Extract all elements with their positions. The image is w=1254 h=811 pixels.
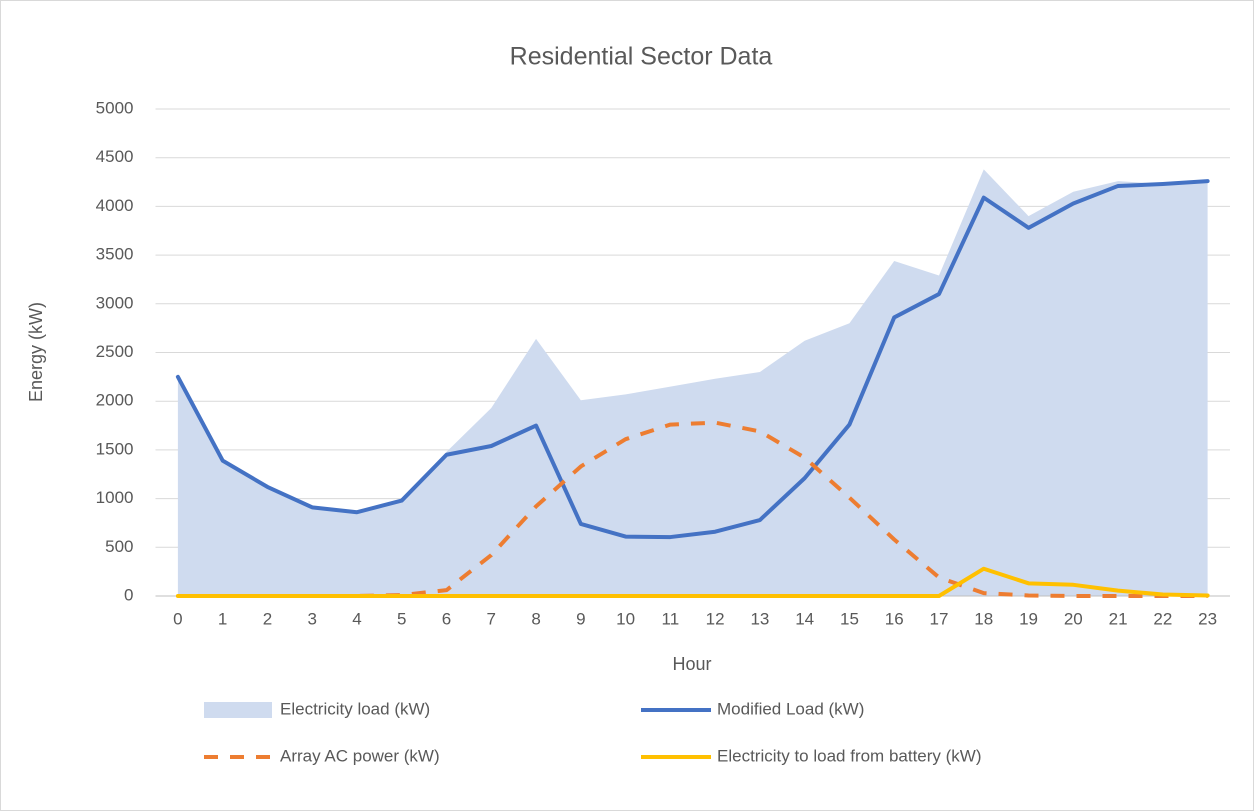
x-tick-label: 11 — [662, 609, 680, 628]
legend-label: Array AC power (kW) — [280, 746, 440, 765]
chart-title: Residential Sector Data — [510, 43, 773, 71]
line — [175, 179, 1210, 540]
x-tick-label: 14 — [795, 609, 814, 628]
x-tick-label: 3 — [307, 609, 316, 628]
x-tick-label: 20 — [1064, 609, 1083, 628]
x-tick-label: 21 — [1109, 609, 1128, 628]
area — [177, 169, 1208, 596]
x-tick-label: 6 — [442, 609, 451, 628]
legend-label: Electricity load (kW) — [280, 699, 430, 718]
y-tick-label: 0 — [124, 585, 133, 604]
legend-label: Modified Load (kW) — [717, 699, 864, 718]
y-tick-label: 1000 — [96, 488, 134, 507]
x-tick-label: 4 — [352, 609, 361, 628]
legend-swatch — [204, 702, 272, 718]
x-tick-label: 5 — [397, 609, 406, 628]
x-tick-label: 22 — [1153, 609, 1172, 628]
x-tick-label: 19 — [1019, 609, 1038, 628]
x-tick-label: 23 — [1198, 609, 1217, 628]
y-tick-label: 3500 — [96, 245, 134, 264]
x-axis-label: Hour — [672, 654, 711, 674]
x-tick-label: 15 — [840, 609, 859, 628]
y-axis-label: Energy (kW) — [26, 302, 46, 402]
x-tick-label: 1 — [218, 609, 227, 628]
x-tick-label: 13 — [750, 609, 769, 628]
x-tick-label: 10 — [616, 609, 635, 628]
x-tick-label: 0 — [173, 609, 182, 628]
y-tick-label: 500 — [105, 537, 133, 556]
y-tick-label: 4000 — [96, 196, 134, 215]
x-tick-label: 12 — [706, 609, 725, 628]
y-tick-label: 3000 — [96, 293, 134, 312]
x-tick-label: 2 — [263, 609, 272, 628]
x-tick-label: 18 — [974, 609, 993, 628]
x-tick-label: 7 — [487, 609, 496, 628]
x-tick-label: 17 — [930, 609, 949, 628]
y-tick-label: 5000 — [96, 98, 134, 117]
y-tick-label: 2000 — [96, 391, 134, 410]
y-tick-label: 1500 — [96, 439, 134, 458]
legend-label: Electricity to load from battery (kW) — [717, 746, 982, 765]
x-tick-label: 16 — [885, 609, 904, 628]
y-tick-label: 2500 — [96, 342, 134, 361]
x-tick-label: 9 — [576, 609, 585, 628]
line — [175, 566, 1210, 598]
line — [177, 420, 1208, 598]
x-tick-label: 8 — [531, 609, 540, 628]
y-tick-label: 4500 — [96, 147, 134, 166]
